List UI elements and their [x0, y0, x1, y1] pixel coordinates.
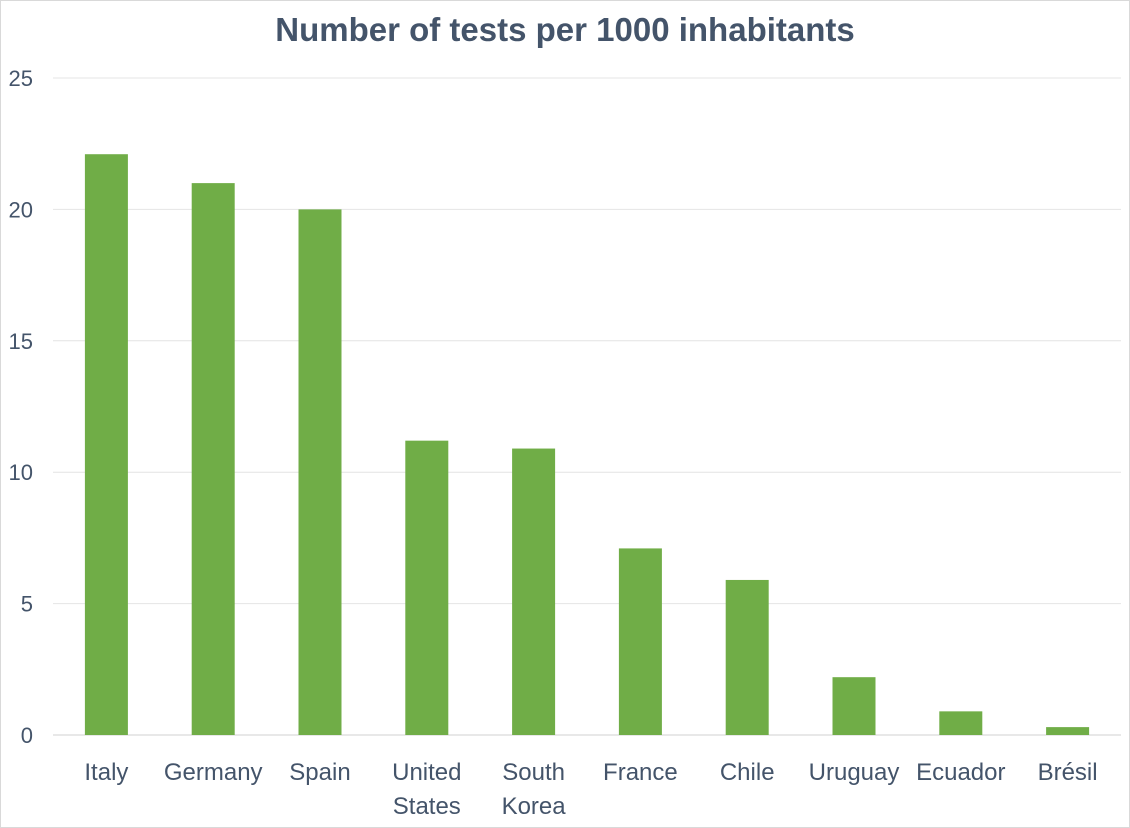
bar [298, 209, 342, 735]
bar [84, 154, 128, 735]
bar [191, 183, 235, 735]
x-category-label: Germany [164, 759, 263, 786]
bar [939, 711, 983, 735]
x-category-label-line: Uruguay [809, 759, 900, 786]
chart-title: Number of tests per 1000 inhabitants [275, 11, 855, 48]
x-category-label: Uruguay [809, 759, 900, 786]
x-category-label-line: Ecuador [916, 759, 1005, 786]
bar [725, 579, 769, 735]
y-tick-label: 20 [9, 197, 33, 222]
y-tick-label: 10 [9, 460, 33, 485]
x-category-label-line: South [502, 759, 565, 786]
x-category-label-line: Brésil [1038, 759, 1098, 786]
x-category-label: South Korea [502, 759, 567, 820]
x-category-label: Spain [289, 759, 350, 786]
bar [405, 440, 449, 735]
bar [1046, 727, 1090, 735]
y-tick-label: 5 [21, 592, 33, 617]
bar [512, 448, 556, 735]
x-category-label-line: Korea [502, 793, 567, 820]
y-tick-label: 0 [21, 723, 33, 748]
x-category-label: Brésil [1038, 759, 1098, 786]
x-category-label: Chile [720, 759, 775, 786]
bar [618, 548, 662, 735]
bar [832, 677, 876, 735]
x-category-label: France [603, 759, 678, 786]
x-category-label-line: Italy [84, 759, 128, 786]
x-category-label: United States [392, 759, 461, 820]
x-category-label-line: Germany [164, 759, 263, 786]
y-tick-label: 15 [9, 329, 33, 354]
x-category-label: Italy [84, 759, 128, 786]
x-category-label: Ecuador [916, 759, 1005, 786]
x-category-label-line: United [392, 759, 461, 786]
x-category-label-line: States [393, 793, 461, 820]
x-category-label-line: Spain [289, 759, 350, 786]
x-category-label-line: Chile [720, 759, 775, 786]
y-tick-label: 25 [9, 66, 33, 91]
x-category-label-line: France [603, 759, 678, 786]
